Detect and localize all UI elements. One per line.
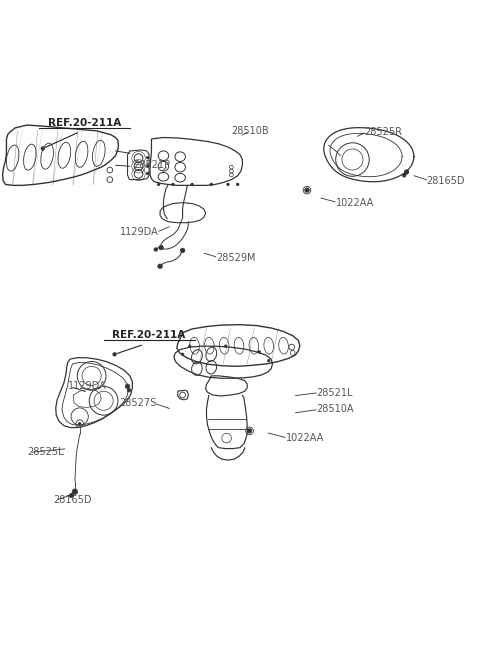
Circle shape <box>78 422 81 425</box>
Circle shape <box>191 183 193 186</box>
Circle shape <box>267 359 270 362</box>
Circle shape <box>146 172 149 175</box>
Text: 1129DA: 1129DA <box>120 227 158 237</box>
Circle shape <box>41 146 45 150</box>
Circle shape <box>146 164 149 167</box>
Circle shape <box>158 245 163 250</box>
Text: 1129DA: 1129DA <box>68 381 107 392</box>
Circle shape <box>72 489 78 495</box>
Circle shape <box>69 493 74 498</box>
Text: 1022AA: 1022AA <box>286 433 324 443</box>
Text: REF.20-211A: REF.20-211A <box>48 118 121 128</box>
Circle shape <box>146 156 149 159</box>
Text: 28525R: 28525R <box>364 127 402 136</box>
Circle shape <box>113 352 117 356</box>
Circle shape <box>154 247 157 251</box>
Text: 28527S: 28527S <box>119 398 156 408</box>
Circle shape <box>210 183 213 186</box>
Text: 1022AA: 1022AA <box>336 197 374 207</box>
Circle shape <box>258 350 261 354</box>
Circle shape <box>227 183 229 186</box>
Text: 28529M: 28529M <box>216 253 255 262</box>
Circle shape <box>127 388 131 392</box>
Circle shape <box>236 183 239 186</box>
Circle shape <box>305 188 310 193</box>
Text: 28510B: 28510B <box>231 126 268 136</box>
Text: 28525L: 28525L <box>27 447 64 457</box>
Circle shape <box>224 345 227 348</box>
Text: 28165D: 28165D <box>427 176 465 186</box>
Circle shape <box>125 384 130 389</box>
Text: 28165D: 28165D <box>53 495 92 505</box>
Text: REF.20-211A: REF.20-211A <box>112 331 186 340</box>
Circle shape <box>157 264 162 269</box>
Circle shape <box>247 428 252 434</box>
Text: 28510A: 28510A <box>317 404 354 415</box>
Circle shape <box>171 183 174 186</box>
Circle shape <box>180 248 185 253</box>
Circle shape <box>157 183 160 186</box>
Circle shape <box>404 170 409 174</box>
Text: 28521L: 28521L <box>317 388 353 398</box>
Circle shape <box>402 173 406 177</box>
Circle shape <box>181 353 184 356</box>
Text: 28521P: 28521P <box>133 160 170 171</box>
Circle shape <box>188 345 191 348</box>
